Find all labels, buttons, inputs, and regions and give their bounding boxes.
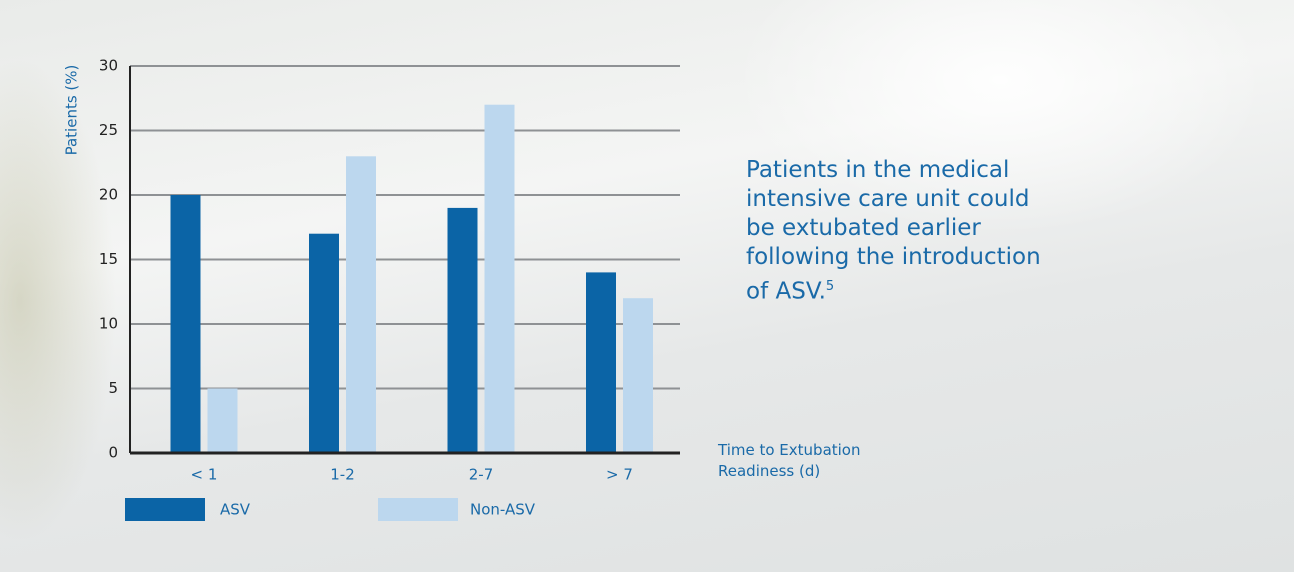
legend-swatch [378,498,458,521]
bar [623,298,653,453]
bar [309,234,339,453]
bar [586,272,616,453]
page: Patients (%) 0 5 10 15 20 25 30 < 1 1-2 2-7 > 7 ASV… [0,0,1294,572]
bar [485,105,515,453]
legend-label: Non-ASV [470,501,536,519]
bar [171,195,201,453]
y-tick-label: 5 [108,379,118,397]
bar [208,389,238,454]
x-tick-label: 1-2 [330,466,355,484]
x-tick-label: > 7 [606,466,633,484]
annotation: Patients in the medical intensive care u… [746,156,1046,307]
x-tick-label: 2-7 [469,466,494,484]
y-axis-label: Patients (%) [63,65,81,156]
legend-label: ASV [220,501,251,519]
x-tick-label: < 1 [191,466,218,484]
y-tick-label: 30 [99,57,118,75]
legend-swatch [125,498,205,521]
bar [448,208,478,453]
x-axis-label: Time to Extubation Readiness (d) [718,440,898,482]
y-tick-label: 15 [99,250,118,268]
y-tick-label: 20 [99,186,118,204]
chart: Patients (%) 0 5 10 15 20 25 30 < 1 1-2 2-7 > 7 ASV… [0,0,1294,572]
y-tick-label: 10 [99,315,118,333]
bar [346,156,376,453]
y-tick-label: 25 [99,121,118,139]
y-tick-label: 0 [108,444,118,462]
annotation-text: Patients in the medical intensive care u… [746,157,1041,305]
annotation-superscript: 5 [826,279,834,294]
